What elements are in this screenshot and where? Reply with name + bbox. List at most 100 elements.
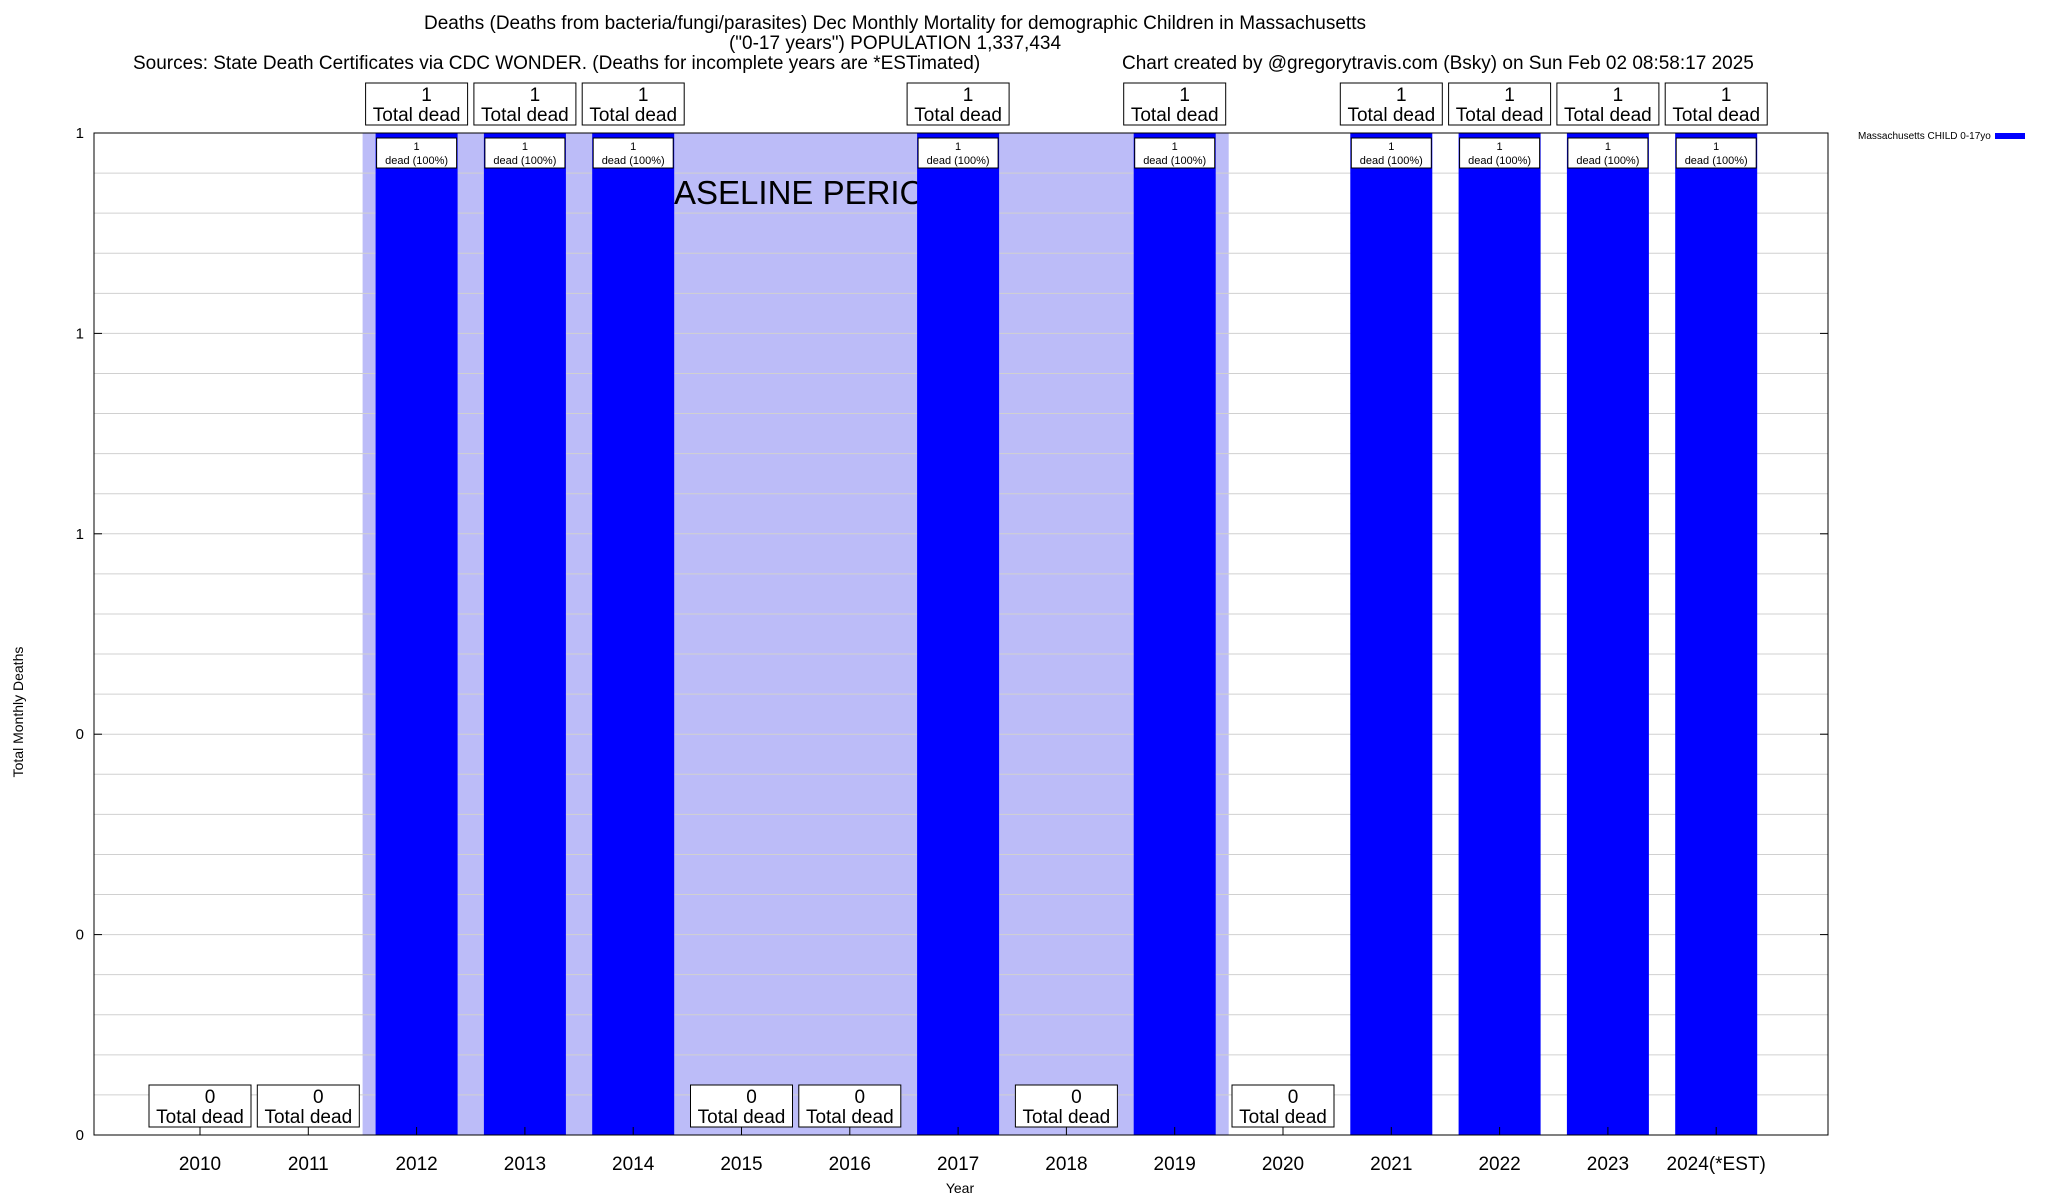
bar-inner-label-box — [1134, 137, 1216, 169]
x-tick-label: 2024(*EST) — [1667, 1154, 1766, 1175]
total-dead-count: 0 — [1288, 1087, 1299, 1108]
y-tick-label: 1 — [76, 125, 84, 142]
bar-inner-label-count: 1 — [522, 141, 528, 153]
bar-inner-label-box — [1459, 137, 1541, 169]
bar-inner-label-count: 1 — [1388, 141, 1394, 153]
total-dead-count: 1 — [1721, 85, 1732, 106]
y-tick-label: 0 — [76, 927, 84, 944]
legend-series-label: Massachusetts CHILD 0-17yo — [1858, 131, 1991, 142]
total-dead-box — [1556, 82, 1660, 126]
bar-inner-label-pct: dead (100%) — [1576, 155, 1639, 167]
baseline-period-label: BASELINE PERIOD — [652, 174, 949, 211]
total-dead-count: 1 — [1613, 85, 1624, 106]
total-dead-count: 0 — [855, 1087, 866, 1108]
total-dead-box — [473, 82, 577, 126]
total-dead-label: Total dead — [589, 105, 677, 126]
total-dead-box — [581, 82, 685, 126]
total-dead-box — [1123, 82, 1227, 126]
total-dead-label: Total dead — [1564, 105, 1652, 126]
bar — [483, 133, 566, 1135]
bar-inner-label-box — [917, 137, 999, 169]
bar-inner-label-box — [1567, 137, 1649, 169]
bar-inner-label-count: 1 — [630, 141, 636, 153]
total-dead-label: Total dead — [156, 1107, 244, 1128]
total-dead-box — [798, 1084, 902, 1128]
total-dead-label: Total dead — [1239, 1107, 1327, 1128]
total-dead-count: 1 — [638, 85, 649, 106]
total-dead-count: 1 — [530, 85, 541, 106]
bar-inner-label-pct: dead (100%) — [1143, 155, 1206, 167]
bar — [1350, 133, 1433, 1135]
x-tick-label: 2014 — [612, 1154, 655, 1175]
bar-inner-label-box — [484, 137, 566, 169]
y-tick-label: 0 — [76, 1127, 84, 1144]
bar-inner-label-pct: dead (100%) — [602, 155, 665, 167]
total-dead-label: Total dead — [1672, 105, 1760, 126]
bar-inner-label-box — [1675, 137, 1757, 169]
total-dead-box — [1448, 82, 1552, 126]
total-dead-box — [365, 82, 469, 126]
x-tick-label: 2012 — [395, 1154, 437, 1175]
total-dead-label: Total dead — [806, 1107, 894, 1128]
bar-inner-label-count: 1 — [1713, 141, 1719, 153]
bar-inner-label-count: 1 — [1605, 141, 1611, 153]
total-dead-label: Total dead — [1347, 105, 1435, 126]
bar-inner-label-box — [1350, 137, 1432, 169]
total-dead-label: Total dead — [1131, 105, 1219, 126]
bar-inner-label-pct: dead (100%) — [385, 155, 448, 167]
total-dead-count: 1 — [1504, 85, 1515, 106]
x-tick-label: 2015 — [720, 1154, 762, 1175]
bar — [1458, 133, 1541, 1135]
total-dead-label: Total dead — [1456, 105, 1544, 126]
bar-inner-label-pct: dead (100%) — [493, 155, 556, 167]
x-tick-label: 2022 — [1478, 1154, 1520, 1175]
x-tick-label: 2018 — [1045, 1154, 1087, 1175]
total-dead-count: 0 — [205, 1087, 216, 1108]
x-tick-label: 2013 — [504, 1154, 546, 1175]
total-dead-label: Total dead — [1023, 1107, 1111, 1128]
bar-inner-label-count: 1 — [414, 141, 420, 153]
bar — [1133, 133, 1216, 1135]
total-dead-box — [1664, 82, 1768, 126]
total-dead-box — [1339, 82, 1443, 126]
chart-sources: Sources: State Death Certificates via CD… — [133, 53, 981, 74]
legend: Massachusetts CHILD 0-17yo — [1858, 131, 2025, 142]
bar-inner-label-count: 1 — [955, 141, 961, 153]
bar-inner-label-count: 1 — [1172, 141, 1178, 153]
x-tick-label: 2021 — [1370, 1154, 1412, 1175]
total-dead-label: Total dead — [698, 1107, 786, 1128]
total-dead-count: 1 — [1396, 85, 1407, 106]
bar — [592, 133, 675, 1135]
total-dead-count: 0 — [746, 1087, 757, 1108]
bar-inner-label-pct: dead (100%) — [1685, 155, 1748, 167]
bar-inner-label-pct: dead (100%) — [1468, 155, 1531, 167]
total-dead-box — [906, 82, 1010, 126]
chart-title-line-1: Deaths (Deaths from bacteria/fungi/paras… — [424, 13, 1366, 34]
total-dead-label: Total dead — [373, 105, 461, 126]
bar-inner-label-box — [376, 137, 458, 169]
total-dead-count: 1 — [963, 85, 974, 106]
total-dead-count: 1 — [1179, 85, 1190, 106]
total-dead-count: 0 — [1071, 1087, 1082, 1108]
bar — [917, 133, 1000, 1135]
x-axis-label: Year — [945, 1180, 975, 1196]
bar — [375, 133, 458, 1135]
bar-inner-label-count: 1 — [1497, 141, 1503, 153]
bar — [1675, 133, 1758, 1135]
y-tick-label: 0 — [76, 726, 84, 743]
total-dead-label: Total dead — [914, 105, 1002, 126]
y-tick-label: 1 — [76, 526, 84, 543]
bar-inner-label-pct: dead (100%) — [927, 155, 990, 167]
total-dead-count: 0 — [313, 1087, 324, 1108]
legend-swatch — [1994, 133, 2025, 140]
chart-title-line-2: ("0-17 years") POPULATION 1,337,434 — [728, 33, 1062, 54]
x-tick-label: 2019 — [1154, 1154, 1196, 1175]
x-tick-label: 2023 — [1587, 1154, 1629, 1175]
total-dead-box — [256, 1084, 360, 1128]
x-tick-label: 2011 — [288, 1154, 329, 1175]
total-dead-label: Total dead — [264, 1107, 352, 1128]
bar-inner-label-box — [592, 137, 674, 169]
bar-inner-label-pct: dead (100%) — [1360, 155, 1423, 167]
bar — [1566, 133, 1649, 1135]
